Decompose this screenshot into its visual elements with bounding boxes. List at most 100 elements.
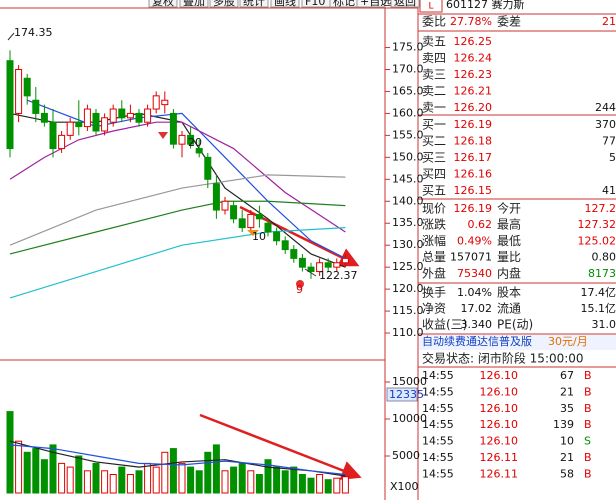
candle-body bbox=[135, 112, 143, 123]
trade-volume: 10 bbox=[560, 435, 574, 448]
annotation: 9 bbox=[296, 283, 303, 296]
candle-body bbox=[92, 112, 100, 132]
trade-price: 126.10 bbox=[480, 369, 519, 382]
toolbar-button[interactable] bbox=[209, 0, 239, 8]
y-tick-label: 130.0 bbox=[392, 238, 424, 251]
moving-average bbox=[9, 227, 346, 299]
volume-bar bbox=[15, 440, 23, 494]
toolbar-button[interactable] bbox=[148, 0, 178, 8]
quote-value: 17.4亿 bbox=[581, 286, 616, 299]
y-tick-label: 170.0 bbox=[392, 62, 424, 75]
quote-value: 126.19 bbox=[454, 202, 493, 215]
candle-body bbox=[66, 121, 74, 136]
quote-value: 15.1亿 bbox=[581, 302, 616, 315]
book-price: 126.17 bbox=[454, 151, 493, 164]
book-label: 卖四 bbox=[422, 51, 446, 65]
y-tick-label: 5000 bbox=[392, 449, 420, 462]
candle-body bbox=[178, 134, 186, 145]
trade-side: B bbox=[584, 385, 592, 398]
toolbar-button[interactable] bbox=[270, 0, 300, 8]
candle-body bbox=[101, 117, 109, 132]
candle-body bbox=[281, 240, 289, 251]
book-label: 卖二 bbox=[422, 84, 446, 98]
y-tick-label: 125.0 bbox=[392, 260, 424, 273]
toolbar-label[interactable]: 多股 bbox=[213, 0, 235, 8]
candle-body bbox=[316, 262, 324, 273]
candle-body bbox=[324, 262, 332, 268]
quote-label: 内盘 bbox=[497, 265, 521, 280]
quote-label: 量比 bbox=[497, 250, 521, 264]
volume-bar bbox=[144, 462, 152, 494]
toolbar-label[interactable]: F10 bbox=[305, 0, 325, 8]
candle-body bbox=[212, 183, 220, 211]
toolbar-label[interactable]: 统计 bbox=[243, 0, 265, 8]
volume-bar bbox=[281, 470, 289, 494]
quote-label: 委差 bbox=[497, 15, 521, 29]
quote-label: PE(动) bbox=[497, 318, 533, 332]
quote-value: 21 bbox=[602, 15, 616, 28]
trade-price: 126.10 bbox=[480, 385, 519, 398]
trade-volume: 21 bbox=[560, 451, 574, 464]
toolbar-label[interactable]: 返回 bbox=[394, 0, 416, 8]
book-price: 126.16 bbox=[454, 168, 493, 181]
quote-label: 委比 bbox=[422, 15, 446, 29]
candle-body bbox=[126, 112, 134, 119]
quote-value: 127.2 bbox=[585, 202, 616, 215]
book-label: 买四 bbox=[422, 167, 446, 181]
toolbar-label[interactable]: 叠加 bbox=[183, 0, 205, 8]
quote-label: 收益(三) bbox=[422, 318, 467, 332]
quote-label: 净资 bbox=[422, 302, 446, 316]
candle-body bbox=[75, 121, 83, 128]
volume-bar bbox=[58, 462, 66, 494]
candle-body bbox=[221, 200, 229, 211]
toolbar-label[interactable]: 画线 bbox=[274, 0, 296, 8]
candle-body bbox=[109, 108, 117, 123]
book-label: 买三 bbox=[422, 151, 446, 165]
candle-body bbox=[273, 231, 281, 242]
quote-label: 流通 bbox=[497, 302, 521, 316]
candle-body bbox=[32, 99, 40, 114]
volume-bar bbox=[152, 466, 160, 494]
toolbar-label[interactable]: 标记 bbox=[333, 0, 355, 8]
volume-bar bbox=[230, 466, 238, 494]
toolbar-button[interactable] bbox=[356, 0, 386, 8]
annotation: 122.37 bbox=[319, 269, 358, 282]
volume-bar bbox=[212, 444, 220, 494]
trade-volume: 67 bbox=[560, 369, 574, 382]
trade-side: B bbox=[584, 418, 592, 431]
book-price: 126.19 bbox=[454, 118, 493, 131]
banner-text[interactable]: 自动续费通达信普及版 bbox=[422, 334, 532, 348]
toolbar-button[interactable] bbox=[239, 0, 269, 8]
candle-body bbox=[118, 108, 126, 119]
toolbar-label[interactable]: +自选 bbox=[360, 0, 391, 8]
candle-body bbox=[187, 134, 195, 145]
quote-label: 涨跌 bbox=[422, 217, 446, 232]
y-tick-label: 110.0 bbox=[392, 326, 424, 339]
banner-price[interactable]: 30元/月 bbox=[548, 335, 588, 348]
volume-bar bbox=[135, 470, 143, 494]
quote-value: 0.80 bbox=[592, 251, 616, 264]
trade-price: 126.11 bbox=[480, 467, 519, 480]
y-tick-label: 15000 bbox=[392, 375, 427, 388]
book-label: 卖三 bbox=[422, 68, 446, 82]
quote-label: 股本 bbox=[497, 286, 521, 300]
toolbar-button[interactable] bbox=[179, 0, 209, 8]
y-tick-label: 10000 bbox=[392, 412, 427, 425]
volume-bar bbox=[169, 448, 177, 494]
volume-bar bbox=[92, 462, 100, 494]
toolbar-button[interactable] bbox=[390, 0, 420, 8]
trade-volume: 139 bbox=[553, 418, 574, 431]
volume-bar bbox=[178, 462, 186, 494]
y-tick-label: 165.0 bbox=[392, 84, 424, 97]
volume-bar bbox=[298, 473, 306, 494]
quote-label: 总量 bbox=[422, 250, 446, 264]
candle-body bbox=[333, 262, 341, 268]
volume-bar bbox=[126, 473, 134, 494]
book-price: 126.25 bbox=[454, 35, 493, 48]
stock-title: 601127 赛力斯 bbox=[446, 0, 525, 11]
toolbar-label[interactable]: 复权 bbox=[152, 0, 174, 8]
trade-volume: 35 bbox=[560, 402, 574, 415]
candle-body bbox=[83, 108, 91, 128]
y-tick-label: 150.0 bbox=[392, 150, 424, 163]
